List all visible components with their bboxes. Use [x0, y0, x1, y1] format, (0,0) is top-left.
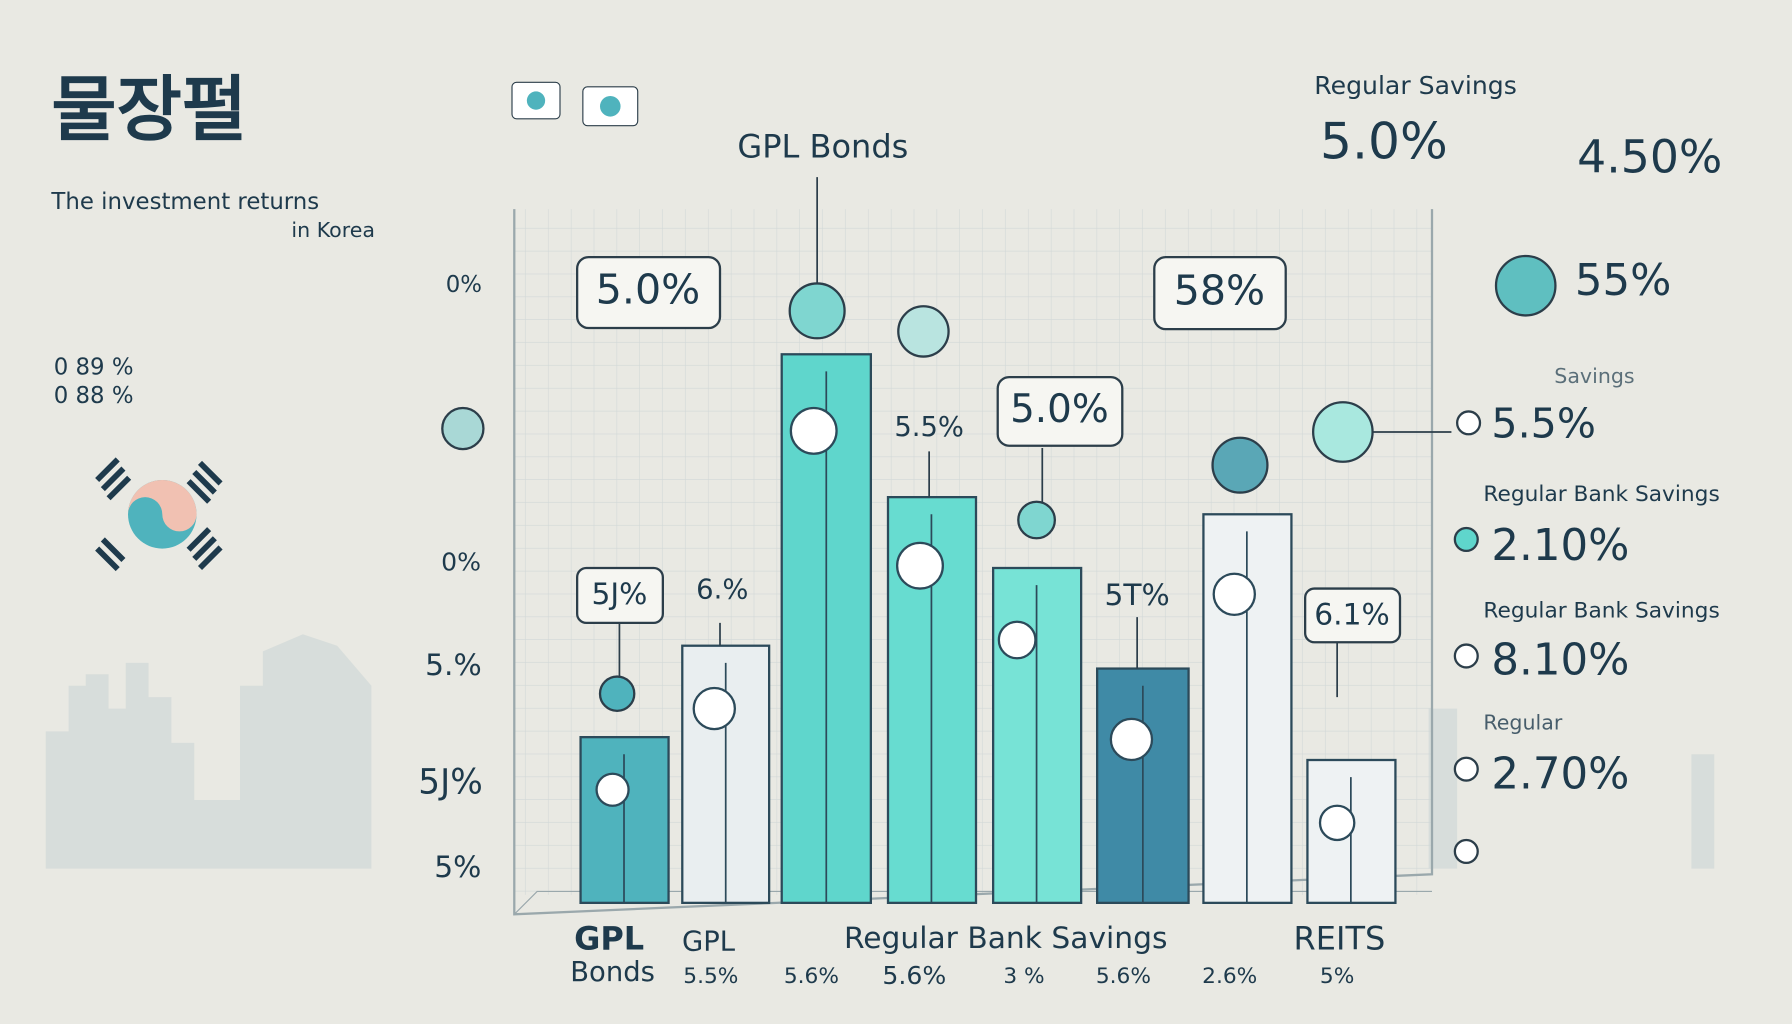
right-label: Regular	[1483, 710, 1562, 734]
subtitle: The investment returns	[50, 189, 319, 215]
korean-flag	[95, 457, 223, 572]
bottom-label: GPL	[574, 920, 644, 958]
callout-box	[576, 566, 664, 624]
bottom-value: 5.6%	[784, 964, 839, 989]
callout: 5.5%	[894, 412, 964, 443]
left-label: 5.%	[425, 648, 482, 683]
right-value: 2.70%	[1491, 750, 1629, 800]
right-value: 5.5%	[1491, 399, 1595, 447]
bottom-label: GPL	[682, 926, 736, 957]
callout-box	[996, 375, 1124, 447]
bottom-label: REITS	[1294, 920, 1386, 958]
bottom-label: Bonds	[570, 957, 655, 988]
top-side-value: 4.50%	[1577, 130, 1722, 183]
badges	[441, 254, 1557, 864]
left-label: 0 88 %	[54, 383, 134, 409]
callout-box	[1153, 255, 1287, 331]
connectors	[618, 177, 1452, 698]
left-label: 0 89 %	[54, 355, 134, 381]
callout: 5.0%	[1010, 387, 1109, 432]
left-label: 0%	[446, 272, 482, 298]
callout: 5T%	[1105, 578, 1170, 613]
callout-box	[576, 255, 722, 330]
bottom-label: Regular Bank Savings	[844, 921, 1167, 956]
right-value: 2.10%	[1491, 521, 1629, 571]
left-label: 0%	[441, 547, 481, 576]
bottom-value: 2.6%	[1202, 964, 1257, 989]
callout: 6.1%	[1314, 597, 1389, 632]
title: 물장펄	[51, 68, 247, 151]
bottom-value: 5.5%	[683, 964, 738, 989]
callout: 5.0%	[596, 266, 700, 314]
bars	[579, 353, 1397, 904]
bottom-value: 5.6%	[882, 961, 946, 990]
bottom-value: 3 %	[1003, 964, 1044, 989]
bottom-value: 5%	[1320, 964, 1354, 989]
bottom-value: 5.6%	[1096, 964, 1151, 989]
subtitle: in Korea	[291, 218, 375, 242]
right-label: Savings	[1554, 364, 1634, 388]
right-value: 55%	[1575, 256, 1671, 306]
left-label: 5J%	[418, 763, 482, 803]
callout: 6.%	[696, 574, 748, 605]
left-label: 5%	[434, 850, 481, 885]
right-label: Regular Bank Savings	[1483, 598, 1719, 623]
callout: 5J%	[591, 577, 647, 612]
top-value: 5.0%	[1320, 112, 1448, 171]
right-value: 8.10%	[1491, 635, 1629, 685]
chart-heading: GPL Bonds	[737, 128, 908, 166]
callout: 58%	[1174, 267, 1265, 315]
right-label: Regular Bank Savings	[1483, 482, 1719, 507]
top-label: Regular Savings	[1314, 71, 1517, 100]
callout-box	[1303, 587, 1402, 644]
